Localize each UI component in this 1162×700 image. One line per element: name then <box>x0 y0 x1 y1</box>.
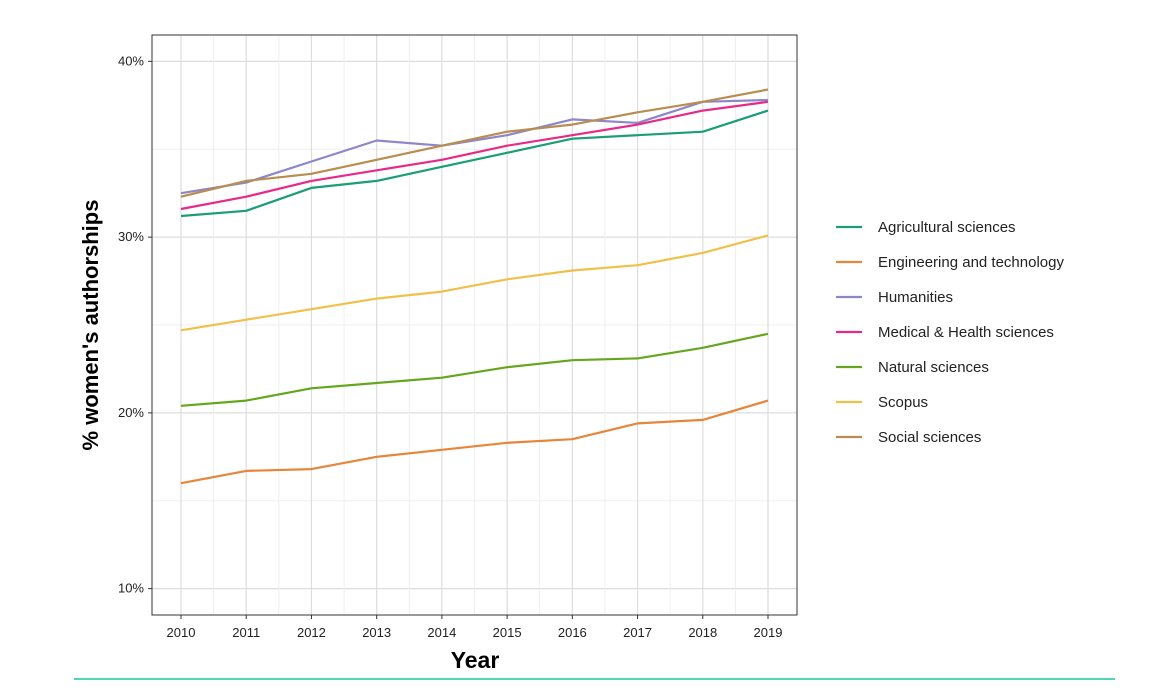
legend-label-social-sciences: Social sciences <box>878 429 981 446</box>
plot-border <box>151 34 798 616</box>
legend-label-natural-sciences: Natural sciences <box>878 359 989 376</box>
x-tick-label: 2019 <box>754 625 783 640</box>
y-tick-label: 30% <box>118 229 144 244</box>
x-axis-title: Year <box>451 647 500 673</box>
x-tick-label: 2016 <box>558 625 587 640</box>
x-tick-label: 2012 <box>297 625 326 640</box>
series-line-natural-sciences <box>180 332 769 407</box>
legend-label-scopus: Scopus <box>878 394 928 411</box>
x-tick-label: 2014 <box>427 625 456 640</box>
series-line-medical-health-sciences <box>180 100 769 211</box>
x-tick-label: 2010 <box>167 625 196 640</box>
x-tick-label: 2015 <box>493 625 522 640</box>
series-line-engineering-and-technology <box>180 399 769 485</box>
legend-label-engineering-and-technology: Engineering and technology <box>878 254 1064 271</box>
y-tick-label: 20% <box>118 405 144 420</box>
series-line-social-sciences <box>180 88 769 198</box>
y-tick-label: 10% <box>118 581 144 596</box>
x-tick-label: 2017 <box>623 625 652 640</box>
legend-label-agricultural-sciences: Agricultural sciences <box>878 219 1016 236</box>
legend: Agricultural sciences Engineering and tec… <box>836 219 1064 446</box>
y-axis-title: % women's authorships <box>78 200 103 451</box>
legend-label-medical-health-sciences: Medical & Health sciences <box>878 324 1054 341</box>
series-line-agricultural-sciences <box>180 109 769 218</box>
axes: 10% 20% 30% 40% 2010 2011 2012 2013 2014 2015 2016… <box>118 53 782 640</box>
series-line-scopus <box>180 234 769 332</box>
legend-label-humanities: Humanities <box>878 289 953 306</box>
grid <box>152 35 797 615</box>
x-tick-label: 2011 <box>232 625 260 640</box>
y-tick-label: 40% <box>118 53 144 68</box>
x-tick-label: 2013 <box>362 625 391 640</box>
series-lines <box>180 88 769 485</box>
x-tick-label: 2018 <box>688 625 717 640</box>
series-line-humanities <box>180 98 769 195</box>
